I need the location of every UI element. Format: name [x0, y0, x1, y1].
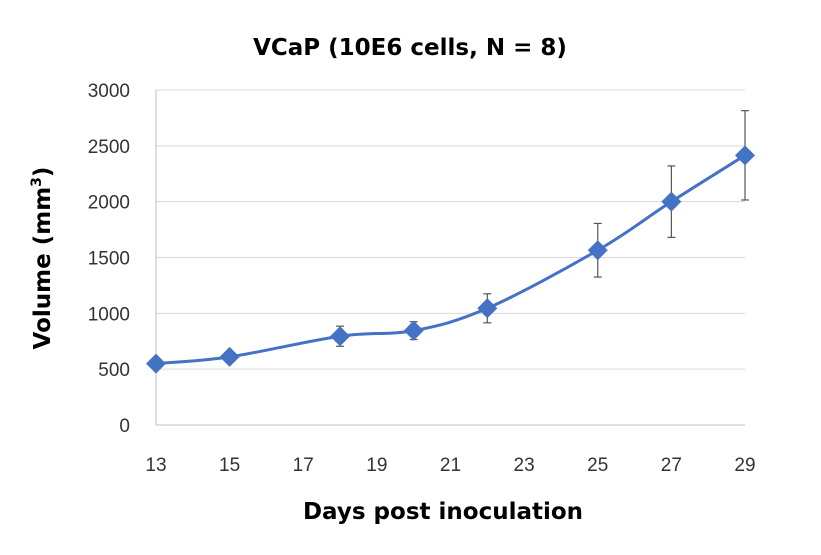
data-point-2 [330, 326, 350, 346]
series-line [156, 155, 745, 363]
data-point-1 [220, 347, 240, 367]
x-axis-ticks: 13 15 17 19 21 23 25 27 29 [145, 455, 755, 476]
y-tick-label-1: 500 [98, 360, 130, 381]
data-point-6 [661, 192, 681, 212]
data-point-4 [477, 298, 497, 318]
y-tick-label-6: 3000 [88, 81, 130, 102]
svg-text:Volume (mm3): Volume (mm3) [29, 167, 56, 350]
x-tick-label-4: 21 [440, 455, 461, 476]
x-tick-label-5: 23 [514, 455, 535, 476]
x-tick-label-2: 17 [293, 455, 314, 476]
data-point-3 [404, 321, 424, 341]
gridlines [156, 90, 745, 369]
x-tick-label-6: 25 [587, 455, 608, 476]
y-tick-label-0: 0 [119, 416, 130, 437]
x-tick-label-3: 19 [366, 455, 387, 476]
y-axis-title: Volume (mm3) [29, 167, 56, 350]
y-axis-ticks: 0 500 1000 1500 2000 2500 3000 [88, 81, 130, 437]
chart: VCaP (10E6 cells, N = 8) 0 500 1000 1500 200… [0, 0, 821, 555]
data-point-0 [146, 354, 166, 374]
x-tick-label-0: 13 [145, 455, 166, 476]
x-axis-title: Days post inoculation [303, 499, 583, 525]
y-tick-label-3: 1500 [88, 249, 130, 270]
y-axis-title-close: ) [30, 167, 56, 178]
y-tick-label-2: 1000 [88, 304, 130, 325]
y-axis-title-main: Volume (mm [30, 187, 56, 350]
data-point-7 [735, 145, 755, 165]
x-tick-label-8: 29 [734, 455, 755, 476]
y-tick-label-5: 2500 [88, 137, 130, 158]
data-markers [146, 145, 755, 373]
y-tick-label-4: 2000 [88, 193, 130, 214]
y-axis-title-superscript: 3 [29, 177, 45, 187]
x-tick-label-1: 15 [219, 455, 240, 476]
chart-title: VCaP (10E6 cells, N = 8) [253, 35, 567, 61]
x-tick-label-7: 27 [661, 455, 682, 476]
